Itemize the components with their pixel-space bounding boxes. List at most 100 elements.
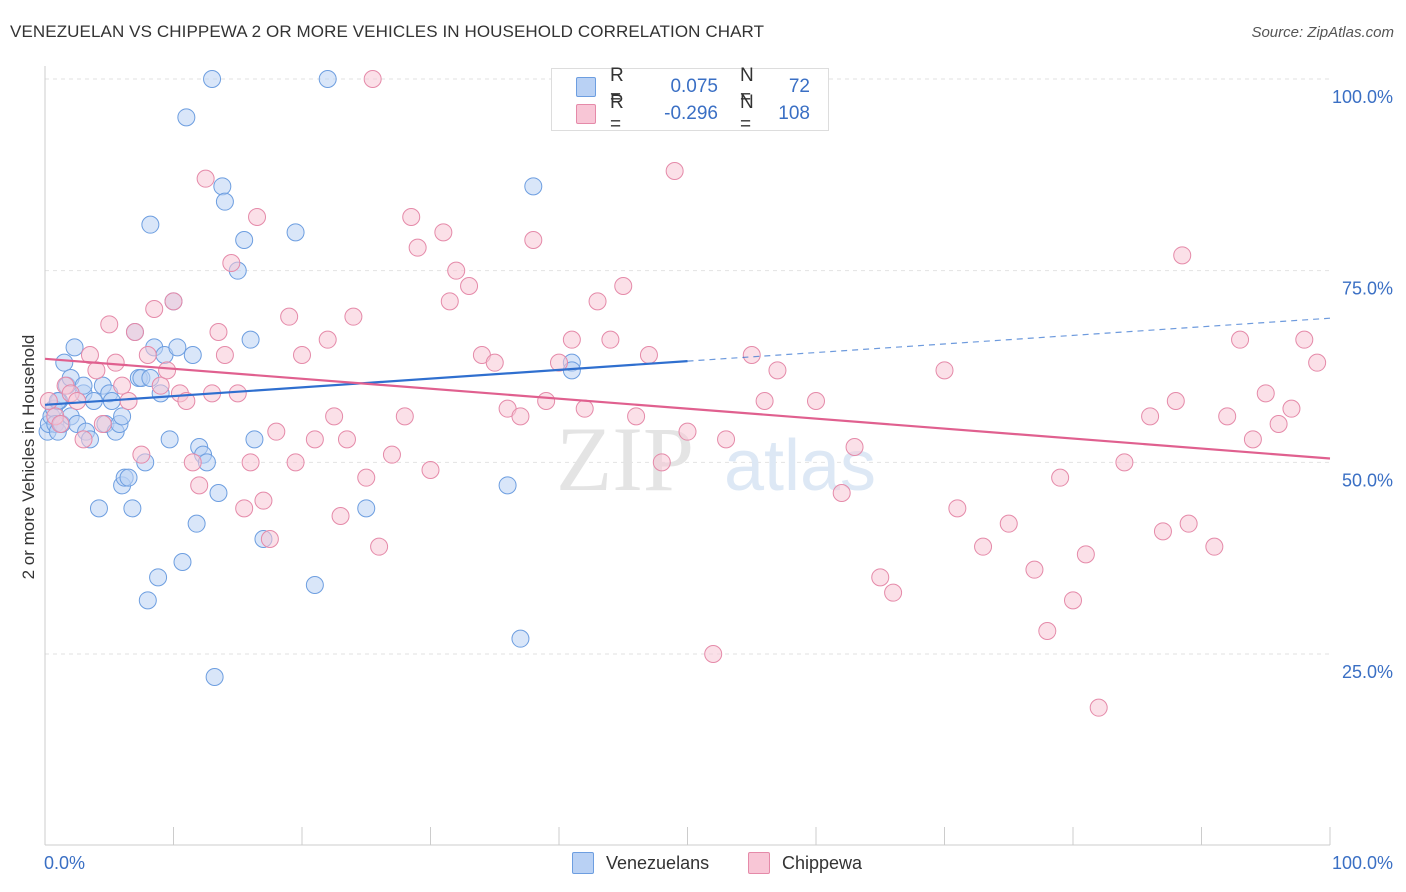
data-point: [177, 392, 196, 410]
data-point: [222, 254, 241, 272]
data-point: [280, 307, 299, 326]
y-axis-label: 2 or more Vehicles in Household: [19, 334, 38, 580]
data-point: [408, 238, 427, 257]
legend-item-chippewa[interactable]: Chippewa: [748, 852, 862, 874]
legend-n-label: N =: [740, 65, 754, 108]
y-tick-label: 25.0%: [1342, 662, 1393, 682]
data-point: [614, 277, 633, 295]
data-point: [845, 438, 864, 456]
data-point: [113, 376, 132, 395]
legend-r-value: 0.075: [670, 76, 718, 97]
y-tick-label: 100.0%: [1332, 87, 1393, 107]
watermark-atlas: atlas: [724, 426, 876, 506]
data-point: [999, 514, 1018, 533]
data-point: [190, 476, 209, 495]
legend-r-label: R =: [610, 92, 624, 135]
data-point: [293, 346, 311, 364]
data-point: [1231, 330, 1250, 349]
data-point: [537, 392, 556, 410]
trend-lines: [44, 317, 1331, 460]
legend-r-label: R =: [610, 65, 624, 108]
data-point: [183, 346, 202, 364]
series-legend: Venezuelans Chippewa: [0, 852, 1406, 878]
data-point: [260, 530, 279, 548]
data-point: [1256, 384, 1275, 403]
legend-r-value: -0.296: [664, 103, 718, 124]
data-point: [1153, 522, 1172, 541]
data-point: [639, 346, 658, 364]
data-point: [164, 292, 183, 311]
data-point: [125, 323, 144, 341]
data-point: [158, 361, 177, 380]
data-point: [382, 445, 401, 464]
data-point: [948, 499, 967, 518]
data-point: [241, 330, 260, 349]
data-point: [974, 537, 993, 556]
data-point: [402, 208, 421, 226]
data-point: [55, 353, 74, 372]
data-point: [550, 353, 568, 372]
data-point: [440, 292, 459, 311]
data-point: [665, 162, 684, 180]
data-point: [678, 422, 697, 441]
data-point: [755, 392, 774, 410]
legend-swatch-venezuelans: [572, 852, 594, 874]
correlation-legend: R = 0.075 N = 72 R = -0.296 N = 108: [551, 65, 829, 135]
data-point: [89, 499, 108, 518]
data-point: [1141, 407, 1160, 426]
data-point: [1038, 622, 1057, 640]
data-point: [149, 568, 168, 587]
data-point: [704, 645, 723, 663]
data-point: [1308, 353, 1327, 372]
legend-label-venezuelans: Venezuelans: [606, 852, 710, 873]
data-point: [65, 338, 84, 357]
data-point: [1218, 407, 1237, 426]
data-point: [460, 277, 479, 295]
watermark: ZIP atlas: [556, 408, 876, 510]
data-point: [39, 392, 58, 410]
data-point: [168, 338, 187, 357]
data-point: [1179, 514, 1198, 533]
data-point: [205, 668, 224, 686]
data-point: [652, 453, 671, 472]
y-tick-label: 50.0%: [1342, 470, 1393, 490]
data-point: [160, 430, 179, 449]
y-tick-label: 75.0%: [1342, 279, 1393, 299]
data-point: [209, 484, 228, 502]
data-point: [74, 430, 93, 449]
data-point: [832, 484, 851, 502]
data-point: [884, 583, 903, 602]
series-chippewa-points: [39, 70, 1327, 717]
legend-n-value: 108: [778, 103, 810, 124]
data-point: [1076, 545, 1095, 564]
data-point: [228, 384, 247, 403]
data-point: [235, 231, 254, 249]
data-point: [138, 591, 157, 610]
data-point: [213, 177, 232, 196]
data-point: [119, 468, 138, 487]
data-point: [575, 399, 594, 418]
data-point: [447, 261, 466, 280]
legend-row-venezuelans: R = 0.075 N = 72: [576, 65, 810, 108]
data-point: [305, 430, 324, 449]
data-point: [1166, 392, 1185, 410]
data-point: [254, 491, 273, 510]
data-point: [1025, 560, 1044, 579]
chart-source: Source: ZipAtlas.com: [1251, 24, 1394, 41]
trend-line-venezuelans-extension: [687, 317, 1331, 362]
data-point: [1295, 330, 1314, 349]
data-point: [524, 177, 543, 196]
x-tick-label: 0.0%: [44, 853, 85, 873]
data-point: [370, 537, 389, 556]
data-point: [203, 70, 222, 88]
data-point: [1173, 246, 1192, 265]
data-point: [80, 346, 99, 364]
data-point: [286, 223, 305, 242]
data-point: [305, 576, 324, 594]
data-point: [248, 208, 267, 226]
data-point: [485, 353, 504, 372]
data-point: [132, 445, 151, 464]
data-point: [395, 407, 414, 426]
data-point: [1115, 453, 1134, 472]
legend-item-venezuelans[interactable]: Venezuelans: [572, 852, 709, 874]
